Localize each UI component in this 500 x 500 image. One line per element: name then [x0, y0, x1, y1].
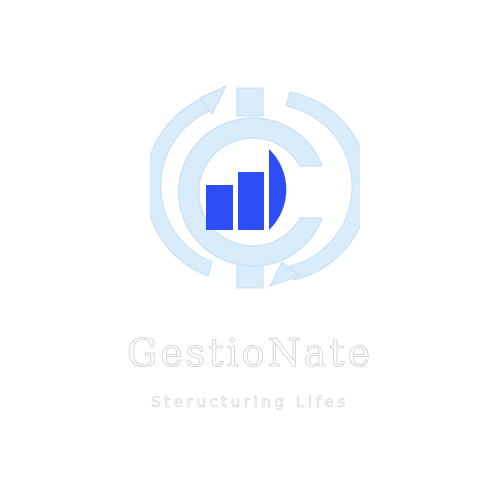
gestionate-logo-icon [150, 84, 360, 289]
chart-bar-1 [206, 185, 233, 230]
arrow-top-icon [199, 84, 228, 115]
outer-ring-left-arc [150, 95, 213, 277]
brand-name: GestioNate [126, 331, 374, 375]
arrow-bottom-icon [269, 261, 302, 287]
chart-bar-3 [269, 149, 287, 230]
inner-c-ring [178, 117, 323, 267]
outer-ring-right-arc [285, 91, 360, 281]
brand-tagline: Steructuring Lifes [151, 393, 349, 411]
coin-bar-top [236, 87, 264, 117]
chart-bar-2 [238, 172, 264, 230]
